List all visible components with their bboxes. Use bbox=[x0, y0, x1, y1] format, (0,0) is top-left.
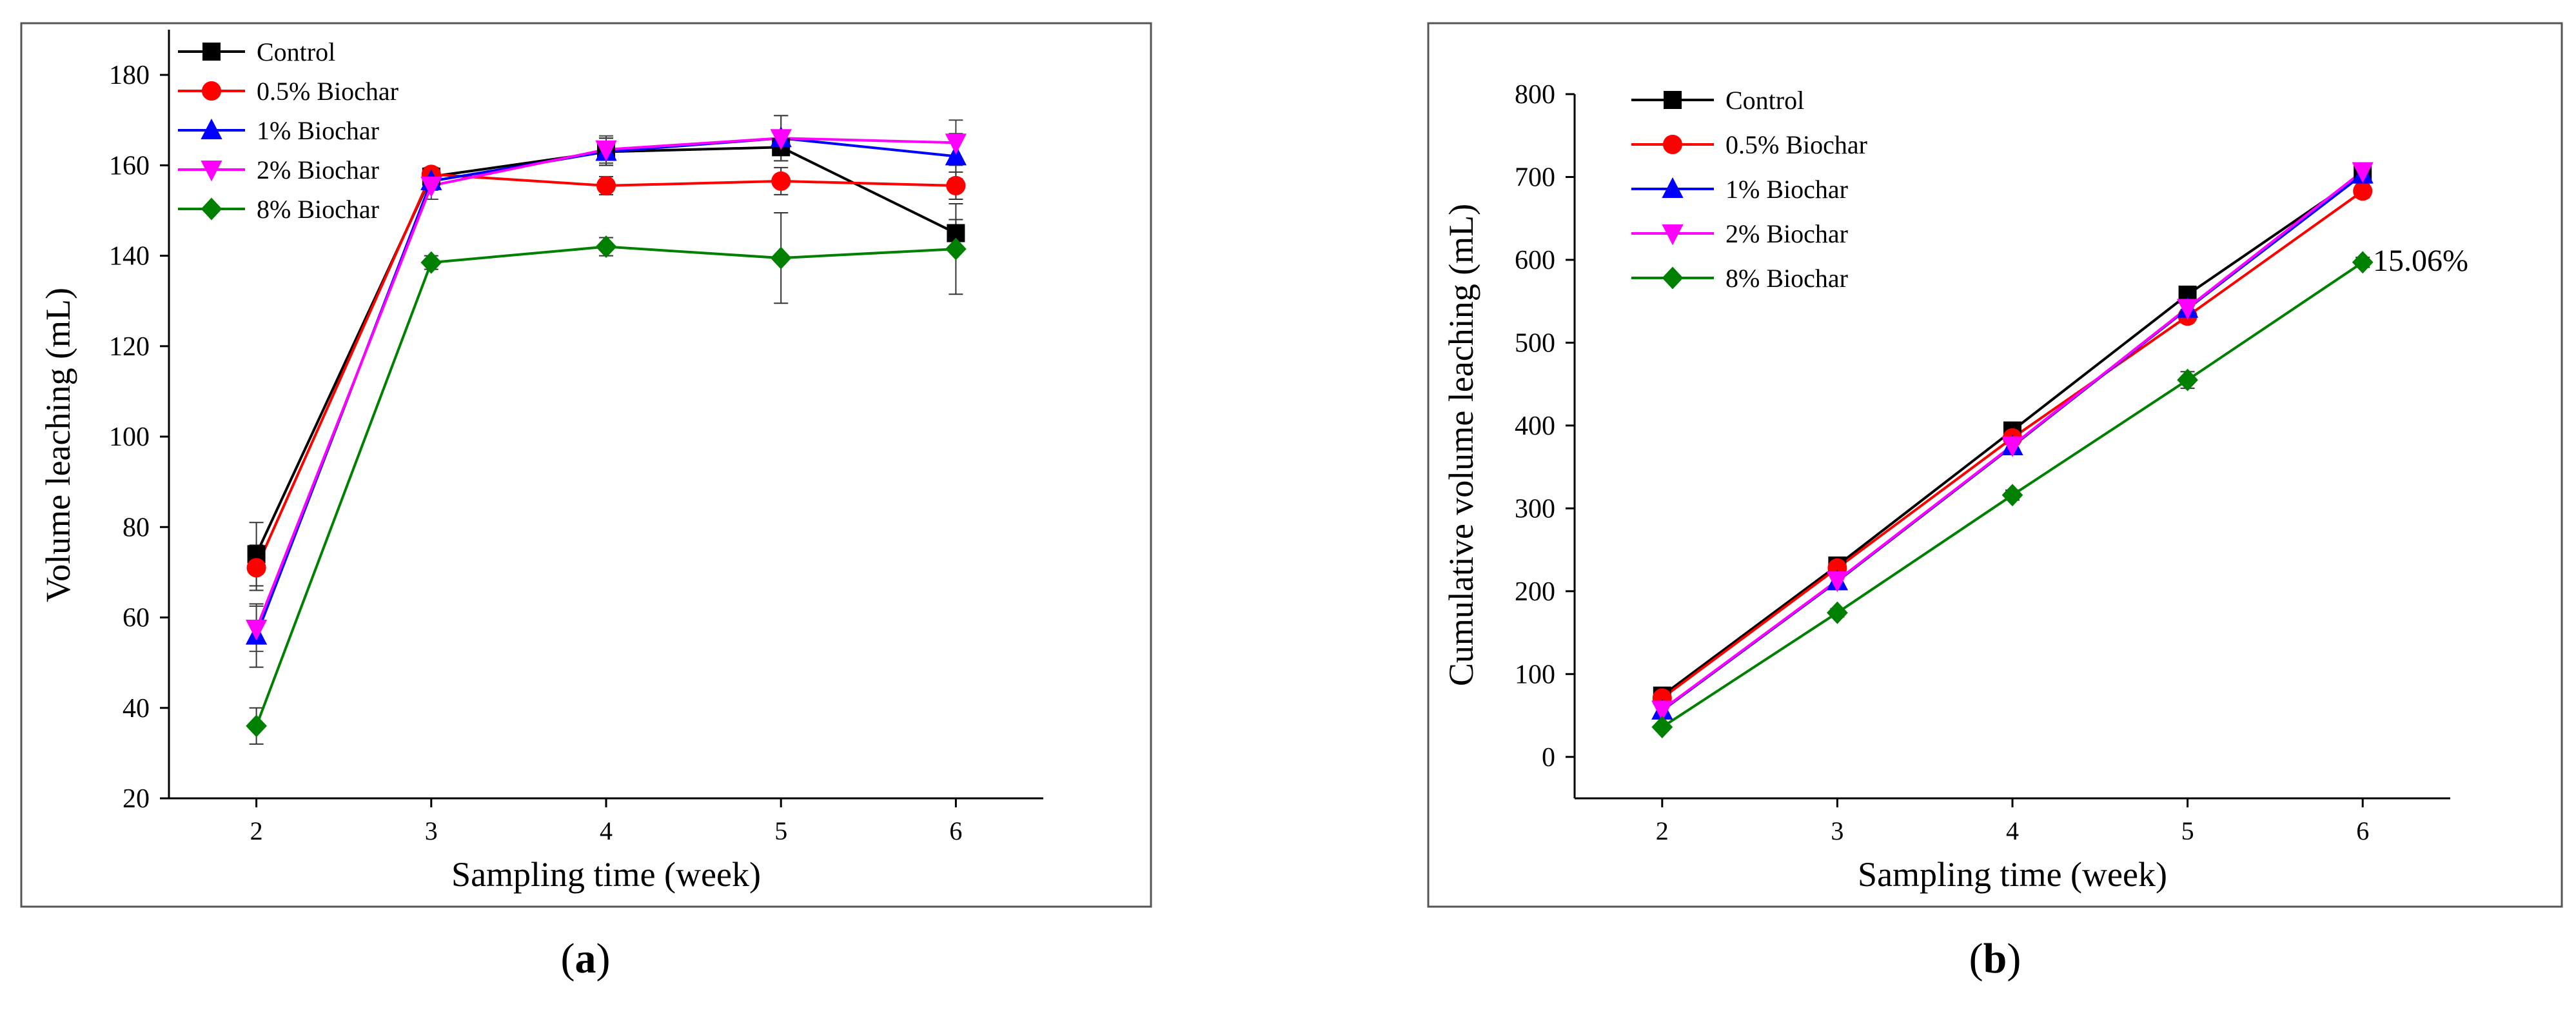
legend-marker-control bbox=[1664, 91, 1682, 109]
x-tick-label: 5 bbox=[2181, 816, 2194, 845]
y-tick-label: 20 bbox=[123, 784, 150, 814]
legend-label-8-biochar: 8% Biochar bbox=[1726, 264, 1848, 293]
legend-label-control: Control bbox=[1726, 86, 1804, 115]
data-point-0-5-biochar bbox=[2353, 181, 2373, 201]
legend-label-2-biochar: 2% Biochar bbox=[1726, 219, 1848, 248]
legend-label-2-biochar: 2% Biochar bbox=[257, 155, 379, 184]
legend-marker-0-5-biochar bbox=[1663, 135, 1682, 154]
data-point-2-biochar bbox=[2176, 299, 2199, 320]
y-tick-label: 40 bbox=[123, 694, 150, 724]
panel-b-caption: (b) bbox=[1969, 935, 2021, 982]
x-tick-label: 3 bbox=[425, 816, 438, 845]
y-tick-label: 400 bbox=[1515, 411, 1555, 441]
y-tick-label: 700 bbox=[1515, 163, 1555, 192]
data-point-8-biochar bbox=[246, 714, 267, 738]
data-point-0-5-biochar bbox=[596, 175, 616, 195]
panel-b-x-axis-label: Sampling time (week) bbox=[1858, 855, 2167, 894]
x-tick-label: 3 bbox=[1831, 816, 1844, 845]
legend-marker-1-biochar bbox=[201, 118, 222, 139]
data-point-1-biochar bbox=[945, 144, 967, 166]
y-tick-label: 100 bbox=[109, 422, 150, 452]
data-point-2-biochar bbox=[420, 176, 442, 198]
data-point-8-biochar bbox=[945, 237, 967, 261]
panel-a-x-axis-label: Sampling time (week) bbox=[451, 855, 761, 894]
data-point-0-5-biochar bbox=[771, 171, 791, 191]
data-point-2-biochar bbox=[2352, 162, 2374, 183]
data-point-0-5-biochar bbox=[946, 175, 966, 195]
panel-a-markers bbox=[245, 126, 967, 738]
data-point-8-biochar bbox=[2001, 484, 2023, 507]
x-tick-label: 5 bbox=[774, 816, 787, 845]
legend-label-1-biochar: 1% Biochar bbox=[257, 116, 379, 145]
legend-marker-8-biochar bbox=[201, 197, 222, 221]
data-point-8-biochar bbox=[420, 251, 442, 274]
legend-marker-2-biochar bbox=[201, 161, 222, 182]
data-point-2-biochar bbox=[2001, 436, 2023, 457]
y-tick-label: 140 bbox=[109, 242, 150, 271]
panel-a-y-axis-label: Volume leaching (mL) bbox=[39, 288, 77, 602]
legend-marker-control bbox=[202, 43, 221, 61]
panel-a: 2 3 4 5 6 20 40 60 80 100 120 140 160 180 Control 0.5%… bbox=[20, 22, 1152, 908]
x-tick-label: 6 bbox=[949, 816, 962, 845]
panel-b: 2 3 4 5 6 0 100 200 300 400 500 600 700 800 Control 0.… bbox=[1427, 22, 2563, 908]
y-tick-label: 200 bbox=[1515, 577, 1555, 607]
data-point-2-biochar bbox=[945, 133, 967, 155]
legend-marker-1-biochar bbox=[1662, 177, 1684, 198]
legend-label-1-biochar: 1% Biochar bbox=[1726, 175, 1848, 204]
x-tick-label: 4 bbox=[2006, 816, 2019, 845]
legend-label-control: Control bbox=[257, 37, 335, 66]
data-point-2-biochar bbox=[770, 129, 792, 150]
y-tick-label: 60 bbox=[123, 604, 150, 633]
x-tick-label: 2 bbox=[250, 816, 263, 845]
x-tick-label: 4 bbox=[600, 816, 613, 845]
legend-marker-8-biochar bbox=[1662, 266, 1684, 290]
y-tick-label: 160 bbox=[109, 151, 150, 181]
data-point-8-biochar bbox=[1651, 716, 1673, 738]
y-tick-label: 0 bbox=[1542, 743, 1555, 773]
panel-a-frame bbox=[20, 22, 1152, 908]
panel-a-caption-letter: a bbox=[575, 935, 596, 982]
legend-marker-2-biochar bbox=[1662, 224, 1684, 246]
panel-a-caption: (a) bbox=[561, 935, 611, 982]
y-tick-label: 300 bbox=[1515, 494, 1555, 524]
panel-a-legend: Control 0.5% Biochar 1% Biochar 2% Biochar 8… bbox=[178, 37, 398, 224]
data-point-8-biochar bbox=[1827, 601, 1848, 624]
panel-b-legend: Control 0.5% Biochar 1% Biochar 2% Biochar 8… bbox=[1631, 86, 1867, 293]
data-point-8-biochar bbox=[770, 246, 792, 270]
data-point-2-biochar bbox=[245, 620, 268, 641]
data-point-8-biochar bbox=[2352, 251, 2374, 274]
y-tick-label: 100 bbox=[1515, 660, 1555, 689]
x-tick-label: 2 bbox=[1656, 816, 1669, 845]
x-tick-label: 6 bbox=[2356, 816, 2369, 845]
y-tick-label: 800 bbox=[1515, 80, 1555, 110]
data-point-0-5-biochar bbox=[246, 558, 266, 578]
data-point-2-biochar bbox=[595, 140, 617, 161]
y-tick-label: 80 bbox=[123, 513, 150, 542]
y-tick-label: 120 bbox=[109, 332, 150, 362]
legend-label-0-5-biochar: 0.5% Biochar bbox=[1726, 130, 1867, 159]
panel-b-ticks: 2 3 4 5 6 0 100 200 300 400 500 600 700 800 bbox=[1515, 80, 2369, 845]
data-point-2-biochar bbox=[1651, 700, 1673, 722]
data-point-control bbox=[947, 224, 965, 242]
panel-b-caption-letter: b bbox=[1983, 935, 2007, 982]
data-point-8-biochar bbox=[595, 235, 617, 259]
y-tick-label: 180 bbox=[109, 61, 150, 90]
data-point-2-biochar bbox=[1826, 571, 1849, 593]
panel-b-annotation: 15.06% bbox=[2373, 244, 2468, 278]
panel-a-ticks: 2 3 4 5 6 20 40 60 80 100 120 140 160 180 bbox=[109, 61, 962, 845]
legend-label-0-5-biochar: 0.5% Biochar bbox=[257, 77, 398, 106]
data-point-8-biochar bbox=[2177, 368, 2198, 391]
y-tick-label: 500 bbox=[1515, 328, 1555, 358]
legend-label-8-biochar: 8% Biochar bbox=[257, 195, 379, 224]
panel-b-frame bbox=[1427, 22, 2563, 908]
panel-b-y-axis-label: Cumulative volume leaching (mL) bbox=[1442, 204, 1480, 686]
panel-b-markers bbox=[1651, 162, 2374, 738]
y-tick-label: 600 bbox=[1515, 246, 1555, 275]
legend-marker-0-5-biochar bbox=[202, 81, 221, 101]
